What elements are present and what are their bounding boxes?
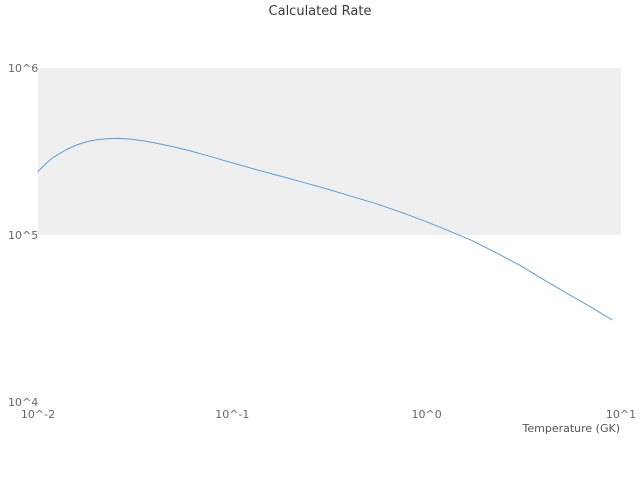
x-tick-label: 10^0 bbox=[412, 408, 442, 421]
x-tick-label: 10^-2 bbox=[21, 408, 55, 421]
y-tick-label: 10^4 bbox=[8, 396, 38, 409]
decade-band bbox=[38, 68, 621, 235]
y-tick-label: 10^6 bbox=[8, 62, 38, 75]
x-axis-label: Temperature (GK) bbox=[522, 422, 621, 435]
y-tick-label: 10^5 bbox=[8, 229, 38, 242]
x-tick-label: 10^1 bbox=[606, 408, 636, 421]
x-tick-label: 10^-1 bbox=[215, 408, 249, 421]
chart-title: Calculated Rate bbox=[268, 4, 372, 19]
rate-line-series bbox=[37, 137, 613, 321]
